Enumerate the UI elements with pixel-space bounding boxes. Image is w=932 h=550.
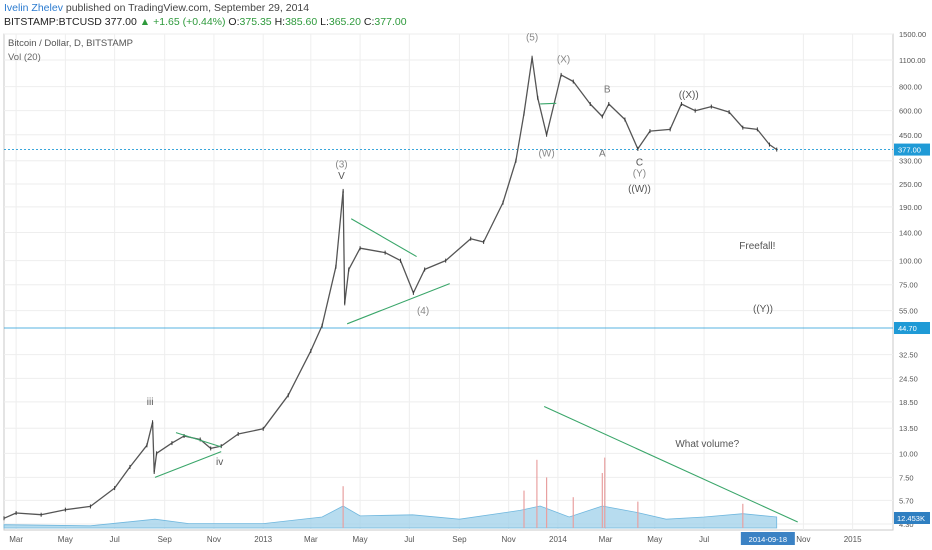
y-tick-label: 800.00 bbox=[899, 83, 922, 92]
wave-label: iii bbox=[147, 397, 154, 408]
wave-label: Freefall! bbox=[739, 241, 775, 252]
low-value: 365.20 bbox=[328, 16, 361, 28]
up-arrow-icon: ▲ bbox=[139, 16, 151, 28]
plot-frame bbox=[3, 33, 894, 531]
y-tick-label: 5.70 bbox=[899, 496, 914, 505]
trendlines bbox=[154, 102, 798, 523]
grid bbox=[3, 33, 894, 531]
price-series bbox=[3, 55, 778, 521]
x-tick-label: Nov bbox=[796, 535, 810, 544]
publisher-line: Ivelin Zhelev published on TradingView.c… bbox=[4, 2, 309, 14]
x-tick-label: Mar bbox=[599, 535, 613, 544]
y-tick-label: 75.00 bbox=[899, 281, 918, 290]
support-badge bbox=[894, 322, 930, 335]
y-tick-label: 330.00 bbox=[899, 157, 922, 166]
last-price: 377.00 bbox=[104, 16, 137, 28]
chart-title: Bitcoin / Dollar, D, BITSTAMP bbox=[8, 38, 133, 49]
y-tick-label: 100.00 bbox=[899, 257, 922, 266]
x-tick-label: 2014 bbox=[549, 535, 567, 544]
low-label: L: bbox=[320, 16, 329, 28]
wave-label: C bbox=[636, 157, 643, 168]
y-tick-label: 24.50 bbox=[899, 374, 918, 383]
wave-label: B bbox=[604, 85, 611, 96]
y-tick-label: 4.30 bbox=[899, 520, 914, 529]
y-tick-label: 450.00 bbox=[899, 131, 922, 140]
price-levels bbox=[4, 149, 893, 329]
wave-label: (X) bbox=[557, 54, 570, 65]
volume-indicator-label: Vol (20) bbox=[8, 52, 41, 63]
trendline bbox=[175, 432, 222, 448]
volume-area bbox=[3, 505, 778, 529]
price-chart[interactable]: iii iv (3)V (4) (5) (X) (W) B A C(Y) ((W)) ((X)) Fre… bbox=[0, 30, 932, 550]
date-badge-label: 2014-09-18 bbox=[749, 535, 787, 544]
wave-label: ((Y)) bbox=[753, 304, 773, 315]
y-tick-label: 190.00 bbox=[899, 203, 922, 212]
wave-label: ((W)) bbox=[628, 184, 651, 195]
y-tick-label: 7.50 bbox=[899, 473, 914, 482]
x-tick-label: May bbox=[353, 535, 368, 544]
volume-series bbox=[3, 457, 778, 529]
x-tick-label: Mar bbox=[304, 535, 318, 544]
symbol-label: BITSTAMP:BTCUSD bbox=[4, 16, 102, 28]
open-label: O: bbox=[228, 16, 240, 28]
annotations: iii iv (3)V (4) (5) (X) (W) B A C(Y) ((W)) ((X)) Fre… bbox=[147, 32, 776, 468]
date-badge bbox=[740, 532, 795, 545]
wave-label: (5) bbox=[526, 32, 538, 43]
x-tick-label: Jul bbox=[699, 535, 709, 544]
price-line bbox=[3, 57, 778, 519]
x-tick-label: Sep bbox=[158, 535, 173, 544]
trendline bbox=[346, 283, 450, 325]
y-tick-label: 55.00 bbox=[899, 307, 918, 316]
published-text: published on TradingView.com, September … bbox=[65, 2, 310, 14]
wave-label: (W) bbox=[539, 149, 555, 160]
high-label: H: bbox=[274, 16, 286, 28]
volume-badge bbox=[894, 512, 930, 524]
trendline bbox=[543, 405, 798, 523]
last-price-badge bbox=[894, 143, 930, 156]
x-tick-label: Nov bbox=[207, 535, 221, 544]
x-tick-label: Nov bbox=[502, 535, 516, 544]
last-price-badge-label: 377.00 bbox=[898, 146, 921, 155]
x-tick-label: May bbox=[58, 535, 73, 544]
wave-label: A bbox=[599, 149, 606, 160]
wave-label: What volume? bbox=[675, 439, 739, 450]
wave-label: V bbox=[338, 171, 345, 182]
open-value: 375.35 bbox=[239, 16, 272, 28]
volume-badge-label: 12.453K bbox=[897, 514, 925, 523]
y-tick-label: 140.00 bbox=[899, 228, 922, 237]
trendline bbox=[540, 102, 557, 105]
x-axis: Mar May Jul Sep Nov 2013 Mar May Jul Sep Nov 2014 Ma… bbox=[9, 532, 862, 545]
x-tick-label: Jul bbox=[404, 535, 414, 544]
y-tick-label: 32.50 bbox=[899, 351, 918, 360]
high-value: 385.60 bbox=[285, 16, 318, 28]
y-tick-label: 1500.00 bbox=[899, 30, 926, 39]
change-value: +1.65 (+0.44%) bbox=[153, 16, 226, 28]
x-tick-label: Mar bbox=[9, 535, 23, 544]
wave-label: (Y) bbox=[633, 169, 646, 180]
wave-label: ((X)) bbox=[679, 90, 699, 101]
x-tick-label: 2013 bbox=[254, 535, 272, 544]
wave-label: (3) bbox=[335, 159, 347, 170]
trendline bbox=[350, 218, 417, 258]
x-tick-label: Sep bbox=[452, 535, 467, 544]
y-tick-label: 10.00 bbox=[899, 449, 918, 458]
y-tick-label: 1100.00 bbox=[899, 56, 926, 65]
y-tick-label: 18.50 bbox=[899, 398, 918, 407]
chart-header: Ivelin Zhelev published on TradingView.c… bbox=[0, 0, 932, 30]
x-tick-label: Jul bbox=[110, 535, 120, 544]
x-tick-label: May bbox=[647, 535, 662, 544]
y-axis: 1500.00 1100.00 800.00 600.00 450.00 330.00 25… bbox=[894, 30, 930, 529]
x-tick-label: 2015 bbox=[844, 535, 862, 544]
trendline bbox=[154, 451, 222, 478]
close-value: 377.00 bbox=[374, 16, 407, 28]
support-badge-label: 44.70 bbox=[898, 324, 917, 333]
wave-label: (4) bbox=[417, 306, 429, 317]
ohlc-line: BITSTAMP:BTCUSD 377.00 ▲ +1.65 (+0.44%) … bbox=[4, 16, 407, 28]
y-tick-label: 250.00 bbox=[899, 180, 922, 189]
author-link[interactable]: Ivelin Zhelev bbox=[4, 2, 63, 14]
close-label: C: bbox=[363, 16, 375, 28]
y-tick-label: 600.00 bbox=[899, 107, 922, 116]
y-tick-label: 13.50 bbox=[899, 424, 918, 433]
wave-label: iv bbox=[216, 457, 223, 468]
